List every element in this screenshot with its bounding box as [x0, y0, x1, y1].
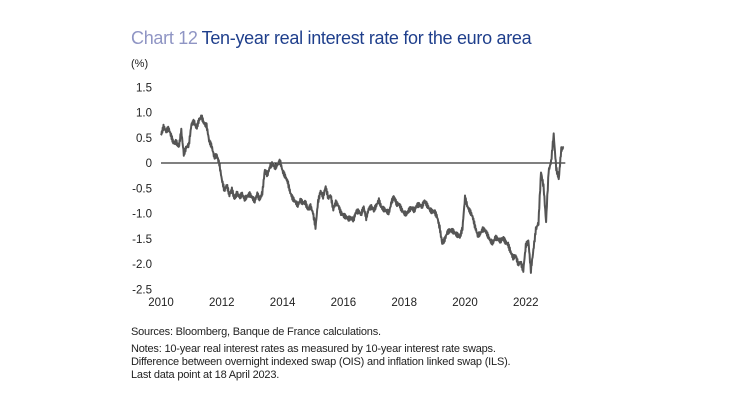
chart-notes: Sources: Bloomberg, Banque de France cal…	[131, 326, 511, 382]
notes-line-1: Notes: 10-year real interest rates as me…	[131, 343, 496, 355]
chart-number: Chart 12	[131, 28, 198, 48]
y-tick-label: -1.0	[132, 209, 152, 221]
notes-line-2: Difference between overnight indexed swa…	[131, 356, 511, 368]
x-tick-label: 2010	[148, 297, 174, 309]
x-tick-label: 2020	[452, 297, 478, 309]
chart-title: Chart 12 Ten-year real interest rate for …	[131, 28, 532, 49]
y-tick-label: -2.0	[132, 259, 152, 271]
y-axis-unit: (%)	[131, 58, 149, 70]
y-tick-label: -0.5	[132, 183, 152, 195]
y-tick-label: 0.5	[136, 133, 152, 145]
notes-line-3: Last data point at 18 April 2023.	[131, 369, 280, 381]
chart-title-text: Ten-year real interest rate for the euro…	[201, 28, 532, 48]
x-tick-label: 2014	[270, 297, 296, 309]
y-tick-label: 1.5	[136, 82, 152, 94]
y-tick-label: -1.5	[132, 234, 152, 246]
x-tick-label: 2012	[209, 297, 235, 309]
x-tick-label: 2018	[391, 297, 417, 309]
y-tick-label: 1.0	[136, 108, 152, 120]
series-line	[160, 114, 565, 274]
sources-text: Sources: Bloomberg, Banque de France cal…	[131, 326, 381, 338]
x-tick-label: 2022	[513, 297, 539, 309]
y-tick-label: 0	[146, 158, 152, 170]
y-tick-label: -2.5	[132, 284, 152, 296]
x-tick-label: 2016	[331, 297, 357, 309]
